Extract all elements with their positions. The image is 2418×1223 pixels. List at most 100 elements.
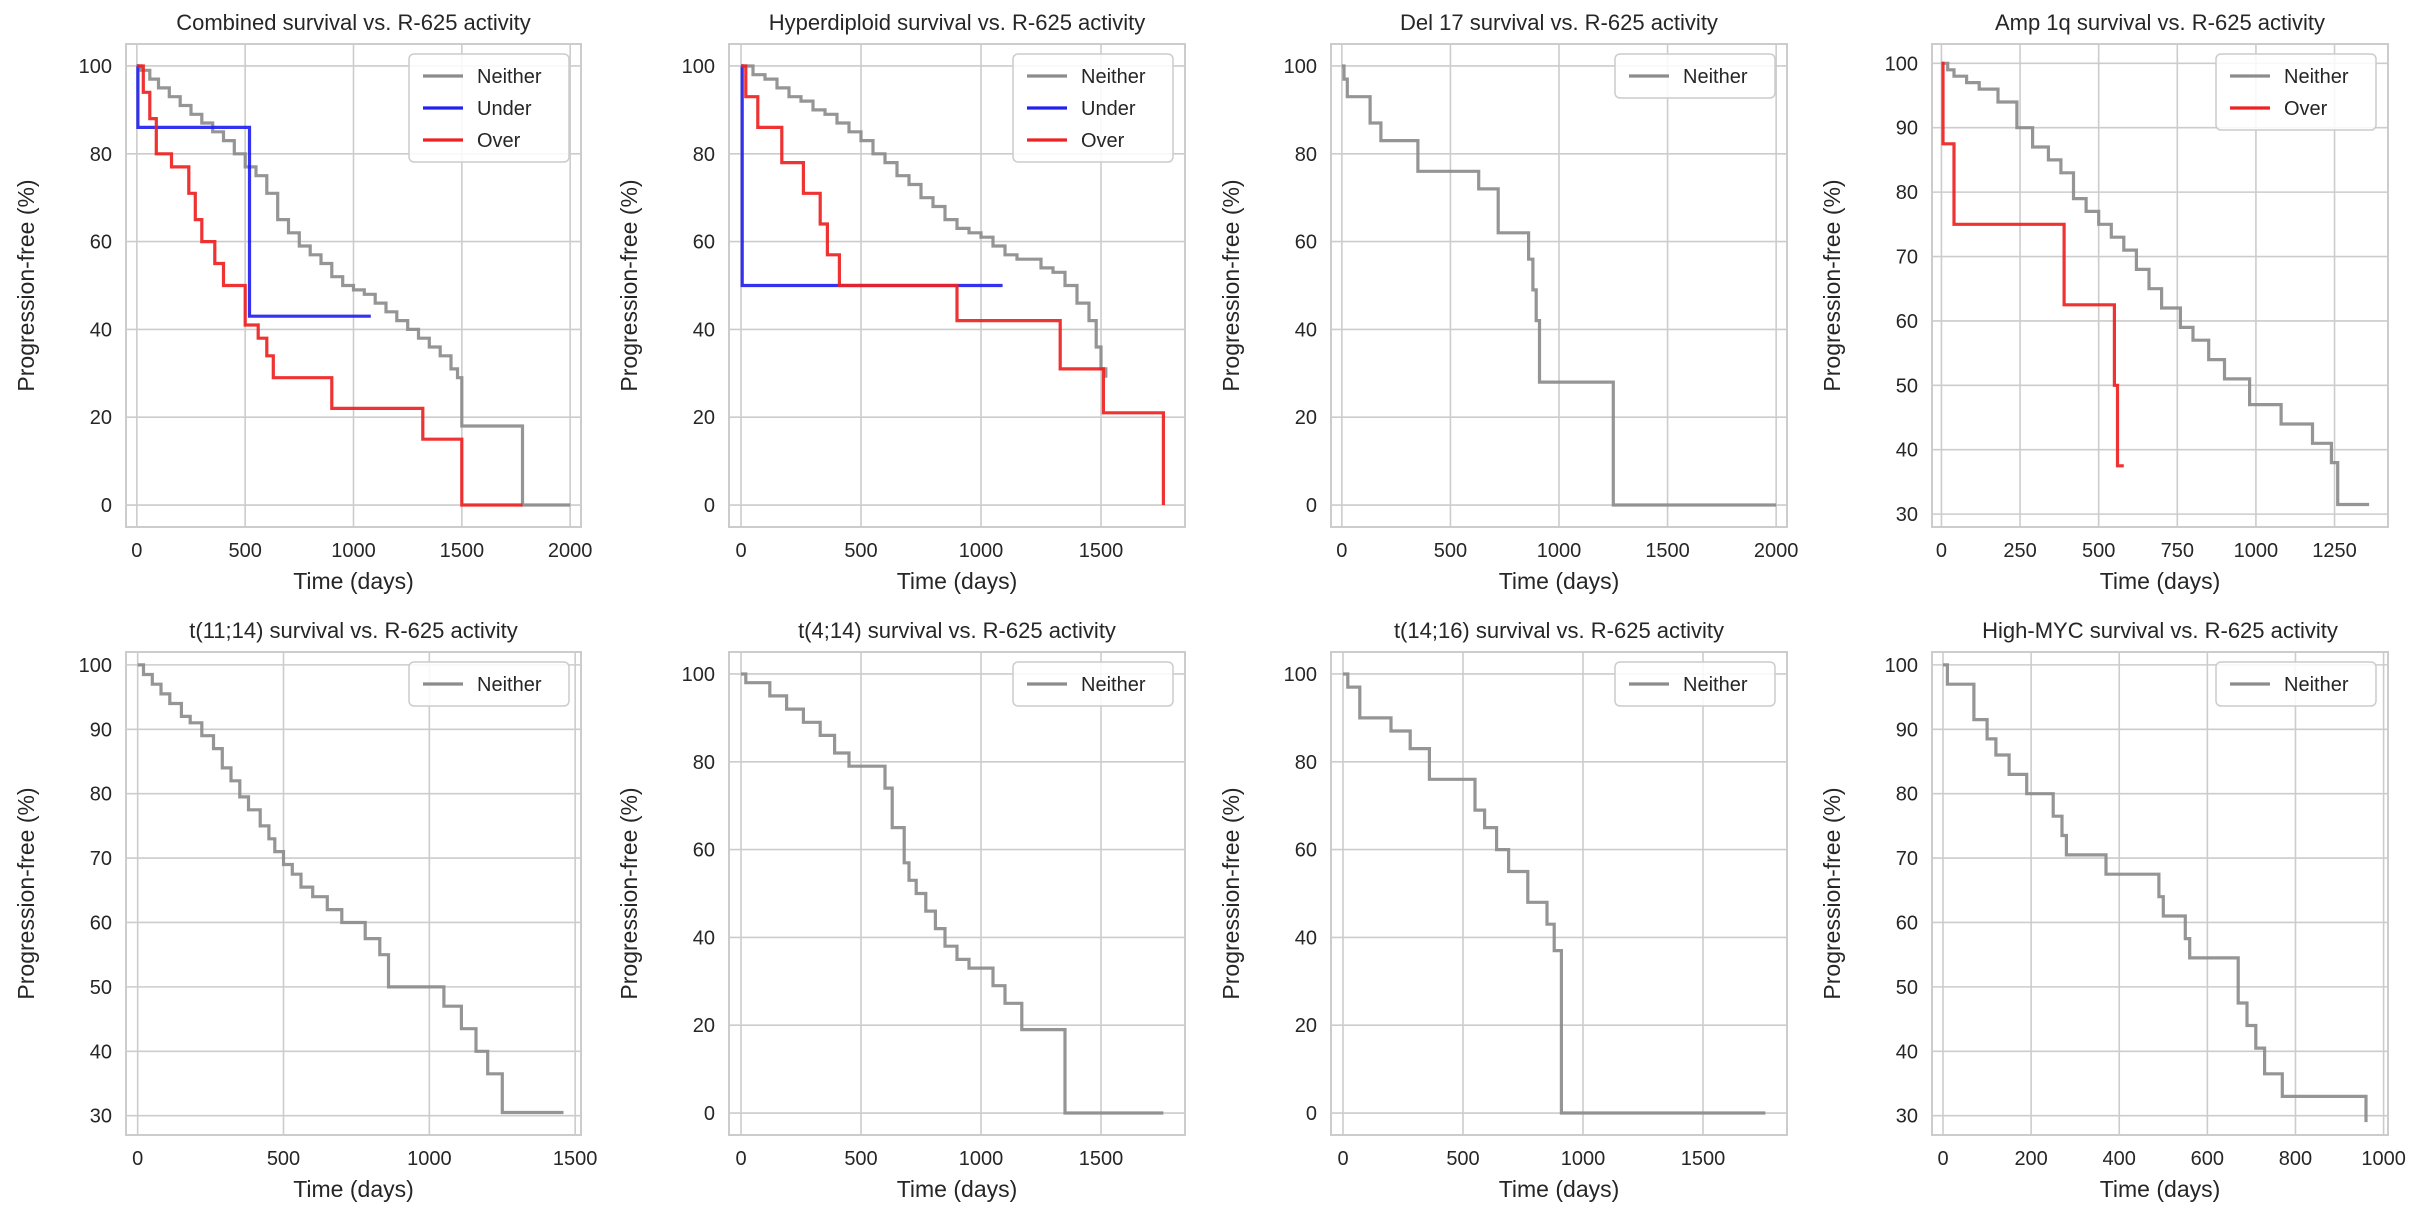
y-axis-label: Progression-free (%) bbox=[1819, 179, 1845, 391]
legend: Neither Under Over bbox=[1012, 53, 1174, 163]
x-tick-label: 0 bbox=[1336, 540, 1347, 562]
chart-panel-8: 0 200 400 600 800 1000 30 40 50 60 70 80 90 100 High-M… bbox=[1819, 618, 2406, 1202]
y-axis-label: Progression-free (%) bbox=[616, 787, 642, 999]
y-tick-label: 40 bbox=[1295, 927, 1317, 949]
legend-box bbox=[2215, 53, 2377, 131]
legend-label: Over bbox=[1081, 130, 1125, 152]
series-line-neither bbox=[1941, 61, 2370, 507]
y-tick-label: 80 bbox=[1896, 784, 1918, 806]
y-tick-label: 100 bbox=[1885, 655, 1918, 677]
y-tick-label: 40 bbox=[693, 319, 715, 341]
x-tick-label: 1000 bbox=[1537, 540, 1582, 562]
x-tick-label: 200 bbox=[2014, 1148, 2047, 1170]
plot-frame bbox=[1330, 43, 1788, 528]
y-tick-label: 80 bbox=[693, 144, 715, 166]
x-tick-label: 800 bbox=[2279, 1148, 2312, 1170]
y-tick-label: 0 bbox=[1306, 495, 1317, 517]
x-tick-label: 500 bbox=[844, 1148, 877, 1170]
y-tick-label: 40 bbox=[1295, 319, 1317, 341]
series-line-under bbox=[136, 64, 371, 318]
x-tick-label: 1000 bbox=[959, 1148, 1004, 1170]
y-tick-label: 40 bbox=[90, 319, 112, 341]
chart-title: Amp 1q survival vs. R-625 activity bbox=[1995, 10, 2325, 35]
y-tick-label: 30 bbox=[1896, 1106, 1918, 1128]
x-tick-label: 600 bbox=[2191, 1148, 2224, 1170]
y-axis-label: Progression-free (%) bbox=[13, 179, 39, 391]
chart-panel-5: 0 500 1000 1500 30 40 50 60 70 80 90 100 t(11;14) su… bbox=[13, 618, 597, 1202]
y-tick-label: 50 bbox=[1896, 375, 1918, 397]
legend-box bbox=[408, 53, 570, 163]
plot-frame bbox=[125, 651, 582, 1136]
y-tick-label: 60 bbox=[1896, 912, 1918, 934]
x-tick-label: 250 bbox=[2003, 540, 2036, 562]
x-tick-label: 1000 bbox=[2361, 1148, 2406, 1170]
x-tick-label: 1500 bbox=[553, 1148, 598, 1170]
y-tick-label: 60 bbox=[693, 840, 715, 862]
x-axis-label: Time (days) bbox=[2100, 1176, 2221, 1202]
x-tick-label: 0 bbox=[131, 540, 142, 562]
legend-label: Neither bbox=[1683, 674, 1748, 696]
x-tick-label: 0 bbox=[1937, 1148, 1948, 1170]
y-tick-label: 30 bbox=[1896, 504, 1918, 526]
series-line-over bbox=[136, 64, 523, 507]
chart-title: Combined survival vs. R-625 activity bbox=[176, 10, 531, 35]
y-tick-label: 100 bbox=[79, 56, 112, 78]
plot-frame bbox=[1931, 43, 2389, 528]
y-axis-label: Progression-free (%) bbox=[616, 179, 642, 391]
y-tick-label: 80 bbox=[90, 784, 112, 806]
y-tick-label: 80 bbox=[90, 144, 112, 166]
x-tick-label: 0 bbox=[132, 1148, 143, 1170]
x-tick-label: 0 bbox=[1337, 1148, 1348, 1170]
y-tick-label: 20 bbox=[693, 407, 715, 429]
y-tick-label: 100 bbox=[79, 655, 112, 677]
chart-panel-1: 0 500 1000 1500 2000 0 20 40 60 80 100 Combined sur… bbox=[13, 10, 592, 594]
x-tick-label: 500 bbox=[228, 540, 261, 562]
x-tick-label: 2000 bbox=[548, 540, 593, 562]
y-tick-label: 0 bbox=[101, 495, 112, 517]
y-tick-label: 40 bbox=[1896, 1041, 1918, 1063]
y-tick-label: 100 bbox=[1885, 53, 1918, 75]
series-line-neither bbox=[1341, 64, 1777, 507]
y-tick-label: 0 bbox=[1306, 1103, 1317, 1125]
y-tick-label: 70 bbox=[90, 848, 112, 870]
plot-frame bbox=[728, 43, 1186, 528]
y-tick-label: 0 bbox=[704, 1103, 715, 1125]
y-tick-label: 40 bbox=[693, 927, 715, 949]
series-line-over bbox=[741, 64, 1165, 505]
x-tick-label: 1250 bbox=[2312, 540, 2357, 562]
y-tick-label: 80 bbox=[1295, 752, 1317, 774]
legend-label: Neither bbox=[1081, 674, 1146, 696]
x-tick-label: 400 bbox=[2103, 1148, 2136, 1170]
y-tick-label: 100 bbox=[682, 664, 715, 686]
y-tick-label: 60 bbox=[1896, 311, 1918, 333]
y-tick-label: 20 bbox=[1295, 1015, 1317, 1037]
chart-title: Del 17 survival vs. R-625 activity bbox=[1400, 10, 1718, 35]
legend-label: Neither bbox=[477, 674, 542, 696]
chart-panel-7: 0 500 1000 1500 0 20 40 60 80 100 t(14;16) surviva… bbox=[1218, 618, 1788, 1202]
x-axis-label: Time (days) bbox=[2100, 568, 2221, 594]
legend: Neither bbox=[408, 661, 570, 707]
chart-panel-6: 0 500 1000 1500 0 20 40 60 80 100 t(4;14) survival… bbox=[616, 618, 1186, 1202]
y-tick-label: 90 bbox=[1896, 118, 1918, 140]
x-axis-label: Time (days) bbox=[1499, 1176, 1620, 1202]
plot-frame bbox=[125, 43, 582, 528]
x-tick-label: 1000 bbox=[2234, 540, 2279, 562]
y-axis-label: Progression-free (%) bbox=[1218, 787, 1244, 999]
series-line-neither bbox=[1943, 663, 2368, 1123]
x-tick-label: 1500 bbox=[1079, 1148, 1124, 1170]
series-line-neither bbox=[137, 663, 564, 1115]
y-tick-label: 40 bbox=[1896, 440, 1918, 462]
x-tick-label: 1500 bbox=[1645, 540, 1690, 562]
legend-box bbox=[408, 661, 570, 707]
series-line-over bbox=[1941, 61, 2124, 468]
x-tick-label: 500 bbox=[267, 1148, 300, 1170]
x-tick-label: 1000 bbox=[1561, 1148, 1606, 1170]
legend-label: Over bbox=[2284, 98, 2328, 120]
plot-frame bbox=[728, 651, 1186, 1136]
legend-label: Under bbox=[477, 98, 532, 120]
plot-frame bbox=[1330, 651, 1788, 1136]
legend-label: Neither bbox=[477, 66, 542, 88]
y-tick-label: 60 bbox=[90, 912, 112, 934]
y-tick-label: 80 bbox=[693, 752, 715, 774]
y-tick-label: 20 bbox=[90, 407, 112, 429]
